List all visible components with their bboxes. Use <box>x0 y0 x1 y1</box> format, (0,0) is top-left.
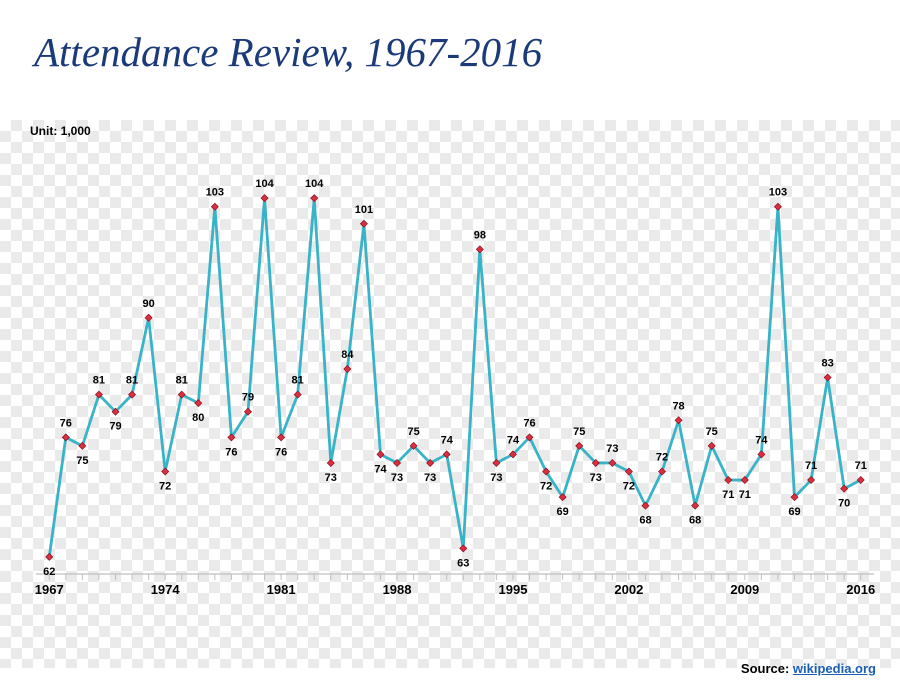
x-axis-label: 1995 <box>499 582 528 597</box>
data-marker <box>261 195 268 202</box>
data-label: 73 <box>391 472 403 484</box>
data-label: 72 <box>540 481 552 493</box>
data-label: 75 <box>706 426 718 438</box>
data-label: 90 <box>142 298 154 310</box>
data-label: 79 <box>242 392 254 404</box>
data-label: 71 <box>739 489 751 501</box>
data-label: 72 <box>159 481 171 493</box>
x-axis-label: 2016 <box>846 582 875 597</box>
series-line <box>49 198 861 557</box>
data-label: 70 <box>838 498 850 510</box>
data-label: 73 <box>606 443 618 455</box>
data-label: 69 <box>788 506 800 518</box>
data-label: 74 <box>507 434 520 446</box>
data-label: 81 <box>176 375 188 387</box>
data-label: 98 <box>474 229 486 241</box>
data-label: 62 <box>43 566 55 578</box>
data-marker <box>460 545 467 552</box>
data-label: 80 <box>192 412 204 424</box>
data-label: 79 <box>109 421 121 433</box>
unit-label: Unit: 1,000 <box>30 124 91 138</box>
data-label: 63 <box>457 557 469 569</box>
x-axis-label: 1988 <box>383 582 412 597</box>
data-label: 81 <box>93 375 105 387</box>
data-label: 74 <box>755 434 768 446</box>
source-link[interactable]: wikipedia.org <box>793 661 876 676</box>
data-label: 75 <box>407 426 419 438</box>
data-label: 68 <box>689 515 701 527</box>
x-axis-label: 1967 <box>35 582 64 597</box>
data-marker <box>344 366 351 373</box>
data-label: 76 <box>225 446 237 458</box>
data-label: 75 <box>573 426 585 438</box>
line-chart: 1967 1974 1981 1988 1995 2002 2009 2016 62 76 75 81… <box>30 150 880 610</box>
x-axis-label: 2009 <box>730 582 759 597</box>
data-label: 71 <box>805 460 817 472</box>
data-label: 73 <box>490 472 502 484</box>
data-marker <box>162 468 169 475</box>
data-marker <box>360 220 367 227</box>
data-label: 81 <box>126 375 138 387</box>
data-label: 103 <box>206 187 224 199</box>
data-label: 72 <box>623 481 635 493</box>
data-marker <box>675 417 682 424</box>
chart-page: Attendance Review, 1967-2016 Unit: 1,000… <box>0 0 900 680</box>
data-label: 73 <box>424 472 436 484</box>
data-label: 71 <box>722 489 734 501</box>
data-label: 68 <box>639 515 651 527</box>
data-label: 74 <box>374 463 387 475</box>
data-label: 73 <box>325 472 337 484</box>
data-label: 83 <box>822 358 834 370</box>
data-label: 104 <box>305 178 324 190</box>
data-marker <box>211 203 218 210</box>
source-line: Source: wikipedia.org <box>741 661 876 676</box>
data-label: 73 <box>590 472 602 484</box>
data-label: 101 <box>355 204 373 216</box>
data-marker <box>327 459 334 466</box>
data-marker <box>692 502 699 509</box>
data-marker <box>774 203 781 210</box>
data-marker <box>145 314 152 321</box>
data-label: 72 <box>656 452 668 464</box>
x-axis-label: 2002 <box>614 582 643 597</box>
data-label: 84 <box>341 349 354 361</box>
data-label: 81 <box>292 375 304 387</box>
data-label: 76 <box>60 417 72 429</box>
source-prefix: Source: <box>741 661 793 676</box>
data-marker <box>824 374 831 381</box>
data-label: 104 <box>255 178 274 190</box>
data-label: 71 <box>855 460 867 472</box>
data-marker <box>476 246 483 253</box>
data-label: 74 <box>441 434 454 446</box>
data-label: 103 <box>769 187 787 199</box>
x-axis-label: 1981 <box>267 582 296 597</box>
data-marker <box>46 553 53 560</box>
data-label: 75 <box>76 455 88 467</box>
data-marker <box>311 195 318 202</box>
chart-title: Attendance Review, 1967-2016 <box>34 28 542 76</box>
data-label: 78 <box>672 400 684 412</box>
data-label: 76 <box>523 417 535 429</box>
data-label: 69 <box>557 506 569 518</box>
data-label: 76 <box>275 446 287 458</box>
x-axis-label: 1974 <box>151 582 181 597</box>
